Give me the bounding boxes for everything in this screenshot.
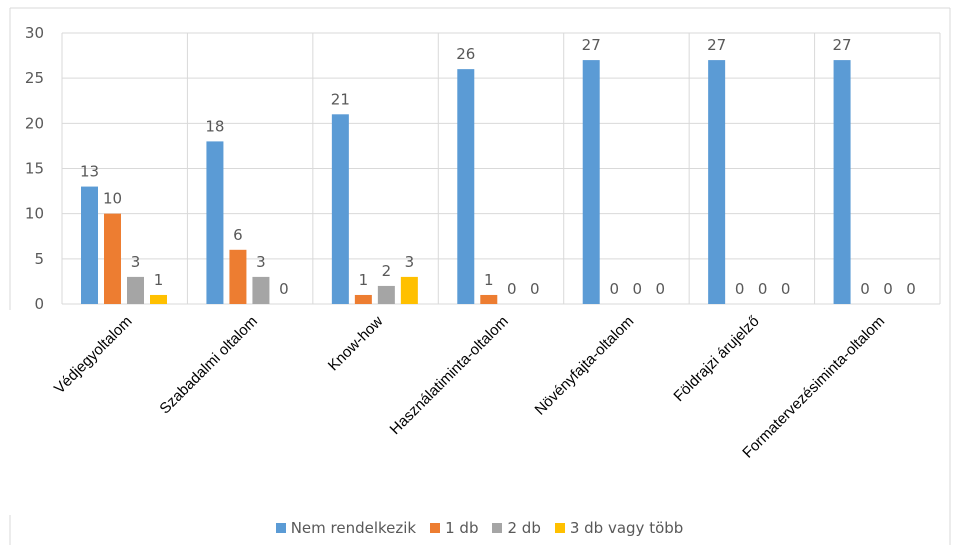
x-category-label: Földrajzi árujelző [670,313,762,405]
data-label: 0 [530,280,540,298]
legend-item-3-db-vagy-tobb: 3 db vagy több [554,519,684,537]
bar [833,60,851,304]
data-label: 0 [883,280,893,298]
data-label: 26 [456,45,475,63]
bar [457,69,475,304]
data-label: 3 [405,253,415,271]
bar [582,60,600,304]
data-label: 13 [80,163,99,181]
y-tick-label: 0 [34,295,44,313]
x-category-label: Védjegyoltalom [51,313,136,398]
data-label: 0 [781,280,791,298]
data-label: 3 [256,253,266,271]
legend-item-1-db: 1 db [430,519,478,537]
x-category-label: Szabadalmi oltalom [156,313,261,418]
bar [331,114,349,304]
bar [377,285,395,304]
bar [400,276,418,304]
y-tick-label: 10 [25,205,44,223]
legend-swatch [554,523,565,533]
data-label: 27 [707,36,726,54]
bar [81,186,98,304]
x-category-label: Használatiminta-oltalom [387,313,512,438]
legend: Nem rendelkezik 1 db 2 db 3 db vagy több [0,519,959,537]
x-category-label: Know-how [325,313,387,375]
data-label: 2 [382,262,392,280]
bar [127,276,144,304]
data-label: 27 [833,36,852,54]
x-category-label: Formatervezésiminta-oltalom [739,313,888,462]
legend-label: 1 db [445,519,479,537]
data-label: 0 [735,280,745,298]
y-tick-label: 20 [25,114,44,132]
data-label: 1 [359,271,369,289]
legend-swatch [492,523,503,533]
legend-item-nem-rendelkezik: Nem rendelkezik [275,519,417,537]
data-label: 27 [582,36,601,54]
legend-label: 3 db vagy több [569,519,684,537]
bar [150,294,167,304]
bar [354,294,372,304]
bar [480,294,498,304]
bar [206,141,224,304]
x-category-label: Növényfajta-oltalom [532,313,638,419]
y-tick-label: 25 [25,69,44,87]
legend-item-2-db: 2 db [492,519,541,537]
data-label: 0 [609,280,619,298]
data-label: 0 [507,280,517,298]
data-label: 10 [103,190,122,208]
data-label: 0 [860,280,870,298]
data-label: 0 [655,280,665,298]
legend-swatch [275,523,286,533]
bar [104,213,121,304]
data-label: 21 [331,90,350,108]
y-tick-label: 15 [25,160,44,178]
legend-swatch [430,523,441,533]
y-tick-label: 30 [25,24,44,42]
legend-label: 2 db [507,519,541,537]
data-label: 0 [758,280,768,298]
data-label: 1 [484,271,494,289]
y-tick-label: 5 [34,250,44,268]
data-label: 0 [906,280,916,298]
bar [252,276,270,304]
data-label: 0 [279,280,289,298]
legend-label: Nem rendelkezik [290,519,417,537]
data-label: 0 [632,280,642,298]
data-label: 6 [233,226,243,244]
data-label: 18 [205,117,224,135]
bar [229,249,247,304]
data-label: 1 [154,271,164,289]
bar [708,60,726,304]
data-label: 3 [131,253,141,271]
